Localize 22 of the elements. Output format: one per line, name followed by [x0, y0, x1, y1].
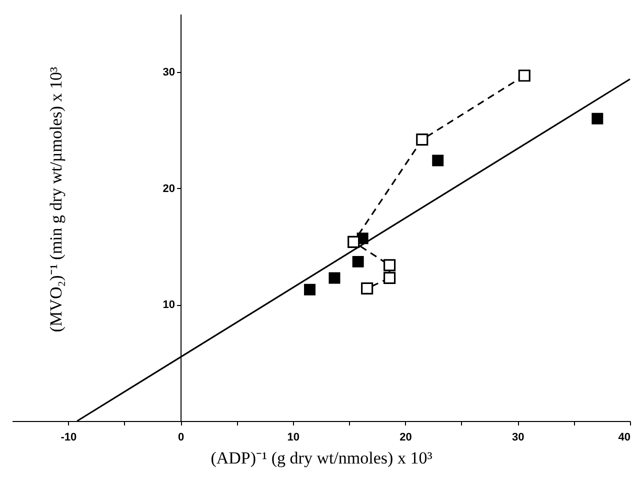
point: [384, 259, 396, 272]
point: [304, 284, 316, 296]
x-tick-label: 0: [178, 432, 184, 444]
y-tick-label: 30: [162, 66, 176, 79]
point: [592, 112, 604, 124]
x-tick-label: 20: [400, 432, 412, 444]
point: [416, 134, 428, 146]
point: [432, 154, 444, 166]
x-tick-label: 40: [618, 432, 630, 444]
x-tick-label: -10: [60, 432, 77, 444]
y-tick-label: 20: [162, 182, 176, 195]
point: [328, 272, 340, 284]
point: [361, 282, 374, 294]
point: [352, 256, 364, 268]
x-axis-title: (ADP)⁻¹ (g dry wt/nmoles) x 10³: [210, 448, 432, 468]
x-tick-label: 30: [512, 432, 524, 444]
point: [384, 272, 396, 284]
x-tick-label: 10: [287, 432, 300, 444]
y-tick-label: 10: [162, 299, 176, 312]
y-axis-title: (MVO₂)⁻¹ (min g dry wt/µmoles) x 10³: [46, 66, 66, 332]
point: [348, 236, 360, 248]
point: [518, 70, 530, 82]
